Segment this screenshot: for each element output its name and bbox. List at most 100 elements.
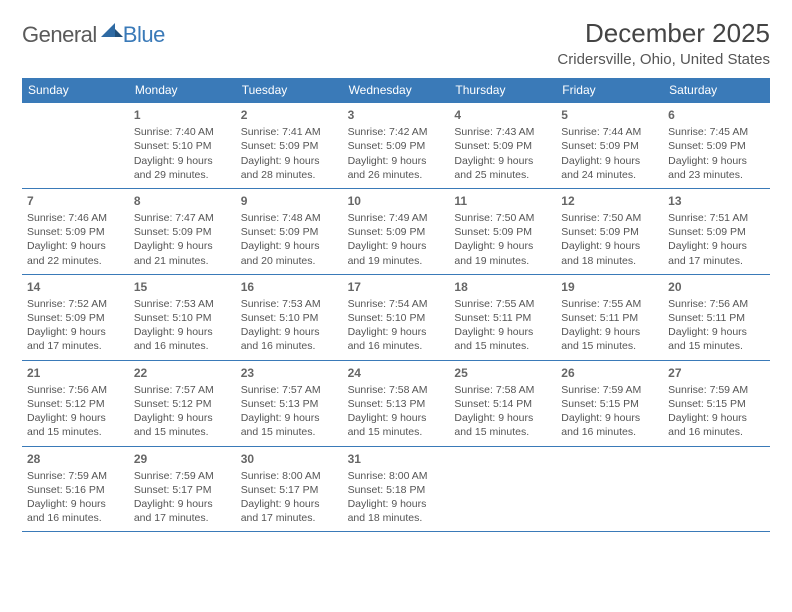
daylight-text: Daylight: 9 hours and 15 minutes. bbox=[134, 411, 231, 439]
day-number: 20 bbox=[668, 279, 765, 295]
sunrise-text: Sunrise: 7:50 AM bbox=[561, 211, 658, 225]
daylight-text: Daylight: 9 hours and 28 minutes. bbox=[241, 154, 338, 182]
sunset-text: Sunset: 5:10 PM bbox=[348, 311, 445, 325]
sunset-text: Sunset: 5:09 PM bbox=[134, 225, 231, 239]
sunrise-text: Sunrise: 8:00 AM bbox=[348, 469, 445, 483]
sunrise-text: Sunrise: 7:41 AM bbox=[241, 125, 338, 139]
daylight-text: Daylight: 9 hours and 17 minutes. bbox=[134, 497, 231, 525]
day-cell: 1Sunrise: 7:40 AMSunset: 5:10 PMDaylight… bbox=[129, 102, 236, 188]
day-cell: 2Sunrise: 7:41 AMSunset: 5:09 PMDaylight… bbox=[236, 102, 343, 188]
day-number: 15 bbox=[134, 279, 231, 295]
sunset-text: Sunset: 5:17 PM bbox=[241, 483, 338, 497]
day-cell: 5Sunrise: 7:44 AMSunset: 5:09 PMDaylight… bbox=[556, 102, 663, 188]
sunset-text: Sunset: 5:15 PM bbox=[668, 397, 765, 411]
sunset-text: Sunset: 5:09 PM bbox=[348, 139, 445, 153]
day-number: 28 bbox=[27, 451, 124, 467]
dayheader-sunday: Sunday bbox=[22, 78, 129, 102]
day-cell: 16Sunrise: 7:53 AMSunset: 5:10 PMDayligh… bbox=[236, 274, 343, 360]
day-cell: 23Sunrise: 7:57 AMSunset: 5:13 PMDayligh… bbox=[236, 360, 343, 446]
daylight-text: Daylight: 9 hours and 21 minutes. bbox=[134, 239, 231, 267]
day-number: 16 bbox=[241, 279, 338, 295]
empty-cell bbox=[556, 446, 663, 533]
daylight-text: Daylight: 9 hours and 17 minutes. bbox=[668, 239, 765, 267]
day-number: 19 bbox=[561, 279, 658, 295]
logo-text-general: General bbox=[22, 22, 97, 48]
daylight-text: Daylight: 9 hours and 15 minutes. bbox=[454, 325, 551, 353]
sunset-text: Sunset: 5:09 PM bbox=[668, 139, 765, 153]
sunset-text: Sunset: 5:09 PM bbox=[454, 139, 551, 153]
day-number: 8 bbox=[134, 193, 231, 209]
daylight-text: Daylight: 9 hours and 23 minutes. bbox=[668, 154, 765, 182]
sunrise-text: Sunrise: 7:56 AM bbox=[27, 383, 124, 397]
day-number: 4 bbox=[454, 107, 551, 123]
day-cell: 25Sunrise: 7:58 AMSunset: 5:14 PMDayligh… bbox=[449, 360, 556, 446]
daylight-text: Daylight: 9 hours and 16 minutes. bbox=[348, 325, 445, 353]
sunrise-text: Sunrise: 7:45 AM bbox=[668, 125, 765, 139]
sunset-text: Sunset: 5:09 PM bbox=[668, 225, 765, 239]
day-number: 30 bbox=[241, 451, 338, 467]
daylight-text: Daylight: 9 hours and 15 minutes. bbox=[348, 411, 445, 439]
day-cell: 8 Sunrise: 7:47 AMSunset: 5:09 PMDaylight… bbox=[129, 188, 236, 274]
sunrise-text: Sunrise: 7:57 AM bbox=[241, 383, 338, 397]
day-number: 6 bbox=[668, 107, 765, 123]
daylight-text: Daylight: 9 hours and 17 minutes. bbox=[27, 325, 124, 353]
empty-cell bbox=[22, 102, 129, 188]
sunset-text: Sunset: 5:11 PM bbox=[668, 311, 765, 325]
day-number: 17 bbox=[348, 279, 445, 295]
calendar-page: General Blue December 2025 Cridersville,… bbox=[0, 0, 792, 542]
day-cell: 13 Sunrise: 7:51 AMSunset: 5:09 PMDayligh… bbox=[663, 188, 770, 274]
sunrise-text: Sunrise: 7:47 AM bbox=[134, 211, 231, 225]
day-number: 1 bbox=[134, 107, 231, 123]
day-cell: 4 Sunrise: 7:43 AMSunset: 5:09 PMDaylight… bbox=[449, 102, 556, 188]
sunrise-text: Sunrise: 7:58 AM bbox=[454, 383, 551, 397]
day-cell: 28Sunrise: 7:59 AMSunset: 5:16 PMDayligh… bbox=[22, 446, 129, 533]
sunrise-text: Sunrise: 7:42 AM bbox=[348, 125, 445, 139]
day-number: 9 bbox=[241, 193, 338, 209]
sunset-text: Sunset: 5:11 PM bbox=[454, 311, 551, 325]
day-number: 27 bbox=[668, 365, 765, 381]
sunrise-text: Sunrise: 7:53 AM bbox=[241, 297, 338, 311]
sunset-text: Sunset: 5:09 PM bbox=[348, 225, 445, 239]
daylight-text: Daylight: 9 hours and 15 minutes. bbox=[561, 325, 658, 353]
daylight-text: Daylight: 9 hours and 19 minutes. bbox=[348, 239, 445, 267]
day-number: 14 bbox=[27, 279, 124, 295]
sunset-text: Sunset: 5:09 PM bbox=[27, 311, 124, 325]
day-cell: 6 Sunrise: 7:45 AMSunset: 5:09 PMDaylight… bbox=[663, 102, 770, 188]
daylight-text: Daylight: 9 hours and 24 minutes. bbox=[561, 154, 658, 182]
sunset-text: Sunset: 5:14 PM bbox=[454, 397, 551, 411]
empty-cell bbox=[663, 446, 770, 533]
dayheader-tuesday: Tuesday bbox=[236, 78, 343, 102]
daylight-text: Daylight: 9 hours and 29 minutes. bbox=[134, 154, 231, 182]
day-number: 25 bbox=[454, 365, 551, 381]
day-cell: 17 Sunrise: 7:54 AMSunset: 5:10 PMDayligh… bbox=[343, 274, 450, 360]
sunset-text: Sunset: 5:11 PM bbox=[561, 311, 658, 325]
day-cell: 19Sunrise: 7:55 AMSunset: 5:11 PMDayligh… bbox=[556, 274, 663, 360]
dayheader-wednesday: Wednesday bbox=[343, 78, 450, 102]
daylight-text: Daylight: 9 hours and 25 minutes. bbox=[454, 154, 551, 182]
sunrise-text: Sunrise: 7:51 AM bbox=[668, 211, 765, 225]
day-number: 21 bbox=[27, 365, 124, 381]
daylight-text: Daylight: 9 hours and 16 minutes. bbox=[668, 411, 765, 439]
sunrise-text: Sunrise: 7:48 AM bbox=[241, 211, 338, 225]
sunrise-text: Sunrise: 7:43 AM bbox=[454, 125, 551, 139]
day-cell: 15Sunrise: 7:53 AMSunset: 5:10 PMDayligh… bbox=[129, 274, 236, 360]
sunrise-text: Sunrise: 7:46 AM bbox=[27, 211, 124, 225]
dayheader-thursday: Thursday bbox=[449, 78, 556, 102]
sunset-text: Sunset: 5:09 PM bbox=[561, 225, 658, 239]
day-number: 29 bbox=[134, 451, 231, 467]
dayheader-saturday: Saturday bbox=[663, 78, 770, 102]
sunset-text: Sunset: 5:12 PM bbox=[27, 397, 124, 411]
empty-cell bbox=[449, 446, 556, 533]
day-cell: 31Sunrise: 8:00 AMSunset: 5:18 PMDayligh… bbox=[343, 446, 450, 533]
day-cell: 21Sunrise: 7:56 AMSunset: 5:12 PMDayligh… bbox=[22, 360, 129, 446]
day-number: 12 bbox=[561, 193, 658, 209]
sunrise-text: Sunrise: 7:40 AM bbox=[134, 125, 231, 139]
day-number: 22 bbox=[134, 365, 231, 381]
daylight-text: Daylight: 9 hours and 17 minutes. bbox=[241, 497, 338, 525]
location-label: Cridersville, Ohio, United States bbox=[557, 51, 770, 68]
logo-text-blue: Blue bbox=[123, 22, 165, 48]
day-number: 13 bbox=[668, 193, 765, 209]
sunrise-text: Sunrise: 7:54 AM bbox=[348, 297, 445, 311]
sunset-text: Sunset: 5:10 PM bbox=[241, 311, 338, 325]
day-number: 24 bbox=[348, 365, 445, 381]
